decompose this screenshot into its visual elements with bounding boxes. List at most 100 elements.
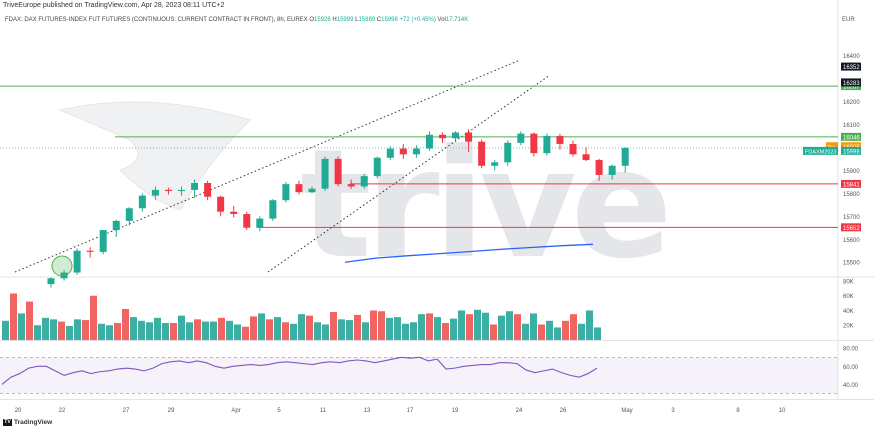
candle-body <box>425 134 433 149</box>
volume-bar <box>34 325 41 340</box>
candle-body <box>556 135 564 144</box>
rsi-tick-label: 80.00 <box>843 347 859 353</box>
candle-body <box>530 133 538 154</box>
symbol-badge <box>803 146 838 155</box>
volume-bar <box>402 323 409 340</box>
price-tick-label: 16100 <box>843 123 860 129</box>
candle-body <box>399 148 407 155</box>
candle-body <box>439 134 446 139</box>
time-tick-label: 5 <box>277 408 281 414</box>
price-tick-label: 15900 <box>843 169 860 175</box>
candle-body <box>282 184 290 201</box>
candle-body <box>412 148 420 155</box>
volume-bar <box>90 295 97 340</box>
candle-body <box>73 250 81 273</box>
axis-badge-label: 16352 <box>843 65 860 71</box>
volume-bar <box>274 317 281 340</box>
candle-body <box>595 160 603 175</box>
level-badge-15841 <box>841 179 861 188</box>
volume-bar <box>218 317 225 340</box>
volume-bar <box>490 324 497 340</box>
time-tick-label: 11 <box>320 408 327 414</box>
volume-bar <box>482 312 489 340</box>
level-badge-label: 16267 <box>843 85 860 91</box>
volume-bar <box>538 324 545 340</box>
open-value: 15926 <box>314 17 331 23</box>
candle-body <box>230 211 238 214</box>
level-badge-15652 <box>841 223 861 232</box>
low-label: L <box>355 17 359 23</box>
volume-bar <box>314 322 321 340</box>
volume-bar <box>146 322 153 340</box>
tradingview-icon: TV <box>3 419 12 426</box>
volume-bar <box>194 319 201 340</box>
time-tick-label: Apr <box>231 408 240 414</box>
volume-bar <box>530 313 537 340</box>
time-tick-label: 27 <box>123 408 130 414</box>
candle-body <box>204 183 212 197</box>
volume-bar <box>362 322 369 340</box>
candle-body <box>243 214 251 228</box>
volume-bar <box>98 323 105 340</box>
volume-bar <box>226 320 233 340</box>
price-tick-label: 15500 <box>843 261 860 267</box>
volume-bar <box>586 310 593 340</box>
candle-body <box>621 147 629 166</box>
time-tick-label: 19 <box>452 408 459 414</box>
time-tick-label: 17 <box>407 408 414 414</box>
volume-bar <box>138 320 145 340</box>
volume-bar <box>242 326 249 340</box>
watermark-text: trive <box>300 118 667 292</box>
volume-bar <box>162 323 169 340</box>
volume-bar <box>554 327 561 340</box>
volume-bar <box>506 311 513 340</box>
tradingview-logo[interactable]: TV TradingView <box>3 419 52 426</box>
volume-bar <box>546 320 553 340</box>
candle-body <box>491 162 499 166</box>
price-tick-label: 15700 <box>843 215 860 221</box>
volume-bar <box>562 320 569 340</box>
volume-bar <box>258 313 265 340</box>
candle-body <box>504 142 512 163</box>
candle-body <box>178 189 185 192</box>
volume-bar <box>106 325 113 340</box>
candle-body <box>517 133 525 143</box>
volume-bar <box>466 314 473 340</box>
volume-bar <box>202 321 209 340</box>
volume-bar <box>426 313 433 340</box>
instrument-name[interactable]: FDAX: DAX FUTURES-INDEX FUT FUTURES (CON… <box>5 17 308 23</box>
price-tick-label: 16200 <box>843 100 860 106</box>
volume-tick-label: 80K <box>843 279 854 285</box>
volume-bar <box>330 311 337 340</box>
price-tick-label: 16400 <box>843 54 860 60</box>
candle-body <box>347 184 355 187</box>
candle-body <box>452 132 460 139</box>
trendline-upper <box>14 59 521 273</box>
volume-bar <box>298 314 305 340</box>
volume-bar <box>66 325 73 340</box>
candle-body <box>151 189 159 196</box>
volume-bar <box>394 317 401 340</box>
volume-bar <box>266 319 273 340</box>
volume-bar <box>434 317 441 340</box>
time-tick-label: 26 <box>560 408 567 414</box>
volume-bar <box>250 316 257 340</box>
volume-bar <box>450 318 457 340</box>
currency-label: EUR <box>842 17 855 23</box>
volume-value: 17.714K <box>445 17 469 23</box>
candle-body <box>125 208 133 221</box>
level-badge-label: 16046 <box>843 135 860 141</box>
volume-bar <box>186 322 193 340</box>
candle-body <box>321 158 329 189</box>
volume-bar <box>290 323 297 340</box>
volume-bar <box>26 301 33 340</box>
rsi-line <box>1 356 598 385</box>
volume-bar <box>154 317 161 340</box>
moving-average-line <box>344 243 594 263</box>
time-tick-label: 10 <box>779 408 786 414</box>
volume-bar <box>570 314 577 340</box>
time-tick-label: May <box>621 408 632 414</box>
volume-bar <box>42 317 49 340</box>
volume-bar <box>522 323 529 340</box>
